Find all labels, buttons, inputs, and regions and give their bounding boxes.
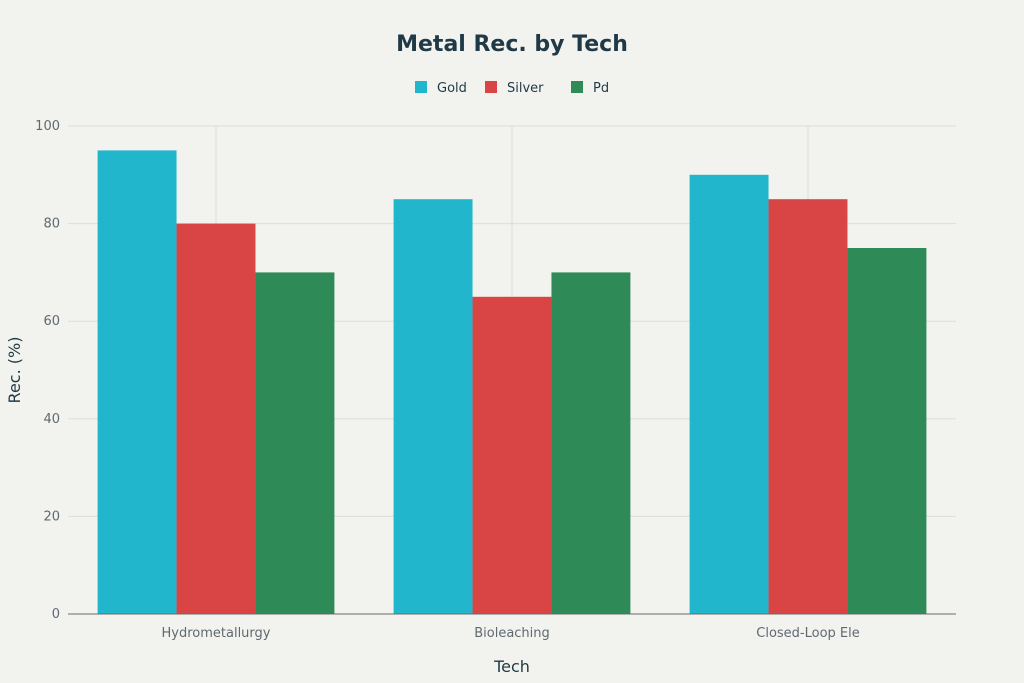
- legend-label-silver: Silver: [507, 81, 544, 96]
- bar-pd: [551, 272, 631, 614]
- legend-swatch-silver: [485, 81, 497, 93]
- chart-title: Metal Rec. by Tech: [396, 32, 628, 57]
- bar-gold: [393, 199, 473, 614]
- legend-swatch-pd: [571, 81, 583, 93]
- legend-swatch-gold: [415, 81, 427, 93]
- y-tick-label: 40: [43, 412, 60, 427]
- bar-silver: [768, 199, 848, 614]
- y-tick-label: 80: [43, 217, 60, 232]
- axis-layer: 0 20 40 60 80 100 Hydrometallurgy Bioleaching Cl…: [35, 119, 956, 641]
- x-axis-title: Tech: [493, 657, 530, 676]
- y-tick-label: 100: [35, 119, 60, 134]
- bar-pd: [255, 272, 335, 614]
- bar-silver: [472, 296, 552, 614]
- bar-gold: [97, 150, 177, 614]
- legend: Gold Silver Pd: [415, 81, 609, 96]
- bar-silver: [176, 223, 256, 614]
- legend-label-pd: Pd: [593, 81, 609, 96]
- x-tick-label: Bioleaching: [474, 626, 550, 641]
- legend-label-gold: Gold: [437, 81, 467, 96]
- bar-pd: [847, 248, 927, 614]
- y-tick-label: 0: [52, 607, 60, 622]
- x-tick-label: Closed-Loop Ele: [756, 626, 860, 641]
- y-tick-label: 20: [43, 509, 60, 524]
- y-tick-label: 60: [43, 314, 60, 329]
- y-axis-title: Rec. (%): [5, 337, 24, 404]
- bar-gold: [689, 174, 769, 615]
- bars-layer: [97, 150, 927, 615]
- x-tick-label: Hydrometallurgy: [162, 626, 271, 641]
